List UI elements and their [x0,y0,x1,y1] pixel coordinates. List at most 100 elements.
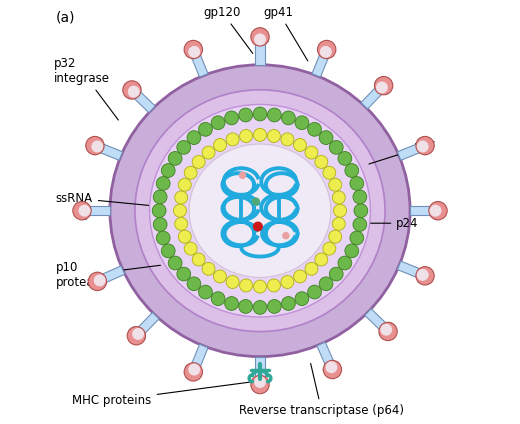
Polygon shape [361,84,385,109]
Circle shape [253,301,267,314]
Circle shape [281,276,294,288]
Circle shape [214,139,226,151]
Text: gp41: gp41 [264,6,308,61]
Ellipse shape [189,144,331,277]
Polygon shape [92,138,102,155]
Circle shape [308,123,321,136]
Polygon shape [255,357,265,382]
Text: p17: p17 [369,139,437,164]
Circle shape [178,178,191,191]
Circle shape [430,205,441,217]
Circle shape [157,176,170,190]
Text: (a): (a) [56,11,75,25]
Circle shape [86,137,104,155]
Circle shape [323,242,336,255]
Circle shape [184,166,197,179]
Ellipse shape [110,65,410,357]
Circle shape [168,151,182,165]
Circle shape [254,376,266,388]
Circle shape [251,375,269,394]
Circle shape [128,86,140,98]
Circle shape [281,297,295,310]
Circle shape [199,285,212,299]
Circle shape [168,256,182,270]
Circle shape [332,218,345,230]
Circle shape [294,270,306,283]
Circle shape [178,230,191,243]
Circle shape [177,267,191,281]
Polygon shape [410,206,436,215]
Circle shape [199,123,212,136]
Circle shape [253,222,263,232]
Circle shape [202,262,215,275]
Polygon shape [190,344,208,372]
Polygon shape [379,323,394,338]
Circle shape [295,292,309,306]
Text: Reverse transcriptase (p64): Reverse transcriptase (p64) [239,363,404,417]
Circle shape [225,297,239,310]
Circle shape [153,190,167,204]
Circle shape [319,131,333,145]
Circle shape [345,244,359,258]
Circle shape [202,146,215,159]
Circle shape [253,107,267,121]
Circle shape [350,231,363,245]
Polygon shape [252,37,268,41]
Circle shape [332,191,345,204]
Polygon shape [418,138,428,155]
Polygon shape [365,309,389,333]
Circle shape [329,230,342,243]
Text: p32
integrase: p32 integrase [54,57,119,120]
Circle shape [379,322,397,340]
Circle shape [267,108,281,122]
Circle shape [192,156,205,168]
Circle shape [338,256,352,270]
Polygon shape [418,267,428,284]
Circle shape [281,111,295,125]
Circle shape [338,151,352,165]
Circle shape [188,46,200,58]
Circle shape [239,299,253,313]
Circle shape [184,40,202,59]
Polygon shape [397,142,425,160]
Polygon shape [131,88,155,113]
Circle shape [161,164,175,177]
Circle shape [315,253,328,266]
Polygon shape [126,84,141,99]
Circle shape [329,267,343,281]
Text: MHC proteins: MHC proteins [72,382,251,407]
Circle shape [354,204,368,218]
Circle shape [254,33,266,45]
Circle shape [175,191,188,204]
Polygon shape [317,46,334,56]
Circle shape [295,116,309,130]
Polygon shape [190,50,208,77]
Circle shape [184,242,197,255]
Circle shape [320,46,332,58]
Circle shape [252,197,260,206]
Circle shape [132,328,144,340]
Circle shape [79,205,90,217]
Circle shape [177,140,191,154]
Circle shape [240,279,253,292]
Polygon shape [186,365,203,375]
Text: p10
protease: p10 protease [56,261,161,289]
Ellipse shape [135,90,385,332]
Circle shape [73,201,91,220]
Circle shape [251,28,269,46]
Circle shape [254,128,266,141]
Circle shape [127,326,146,345]
Circle shape [318,40,336,59]
Polygon shape [186,46,203,56]
Circle shape [416,137,434,155]
Circle shape [187,277,201,291]
Text: p24: p24 [361,217,419,230]
Text: ssRNA: ssRNA [56,192,179,208]
Circle shape [374,76,393,95]
Circle shape [92,141,103,153]
Polygon shape [317,342,336,369]
Circle shape [152,204,166,218]
Circle shape [376,81,388,93]
Polygon shape [375,80,389,95]
Circle shape [267,299,281,313]
